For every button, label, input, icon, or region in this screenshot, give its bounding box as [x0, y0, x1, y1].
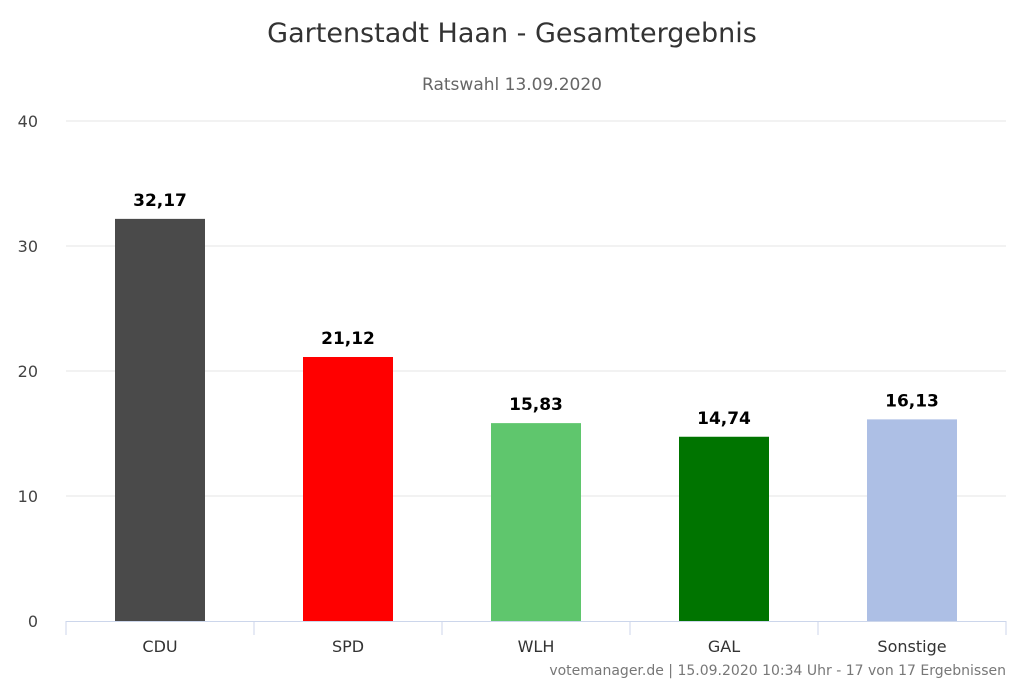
- y-tick-label: 0: [28, 612, 38, 631]
- bar-sonstige[interactable]: [867, 419, 957, 621]
- data-label: 32,17: [133, 191, 187, 211]
- chart-title: Gartenstadt Haan - Gesamtergebnis: [267, 18, 757, 49]
- x-tick-label: CDU: [142, 637, 177, 656]
- y-tick-label: 40: [18, 112, 38, 131]
- data-label: 14,74: [697, 409, 751, 429]
- y-tick-label: 20: [18, 362, 38, 381]
- x-axis: CDU SPD WLH GAL Sonstige: [65, 621, 1007, 656]
- bar-wlh[interactable]: [491, 423, 581, 621]
- x-tick-label: GAL: [708, 637, 740, 656]
- chart-subtitle: Ratswahl 13.09.2020: [422, 75, 602, 95]
- x-tick-label: Sonstige: [877, 637, 946, 656]
- bars: 32,17 21,12 15,83 14,74 16,13: [115, 191, 957, 621]
- data-label: 21,12: [321, 329, 375, 349]
- bar-spd[interactable]: [303, 357, 393, 621]
- bar-gal[interactable]: [679, 436, 769, 621]
- data-label: 16,13: [885, 391, 939, 411]
- credits-text[interactable]: votemanager.de | 15.09.2020 10:34 Uhr - …: [549, 663, 1006, 679]
- bar-cdu[interactable]: [115, 218, 205, 621]
- y-tick-label: 30: [18, 237, 38, 256]
- x-tick-label: WLH: [518, 637, 555, 656]
- y-tick-label: 10: [18, 487, 38, 506]
- data-label: 15,83: [509, 395, 563, 415]
- x-tick-label: SPD: [332, 637, 364, 656]
- y-axis: 0 10 20 30 40: [18, 112, 38, 631]
